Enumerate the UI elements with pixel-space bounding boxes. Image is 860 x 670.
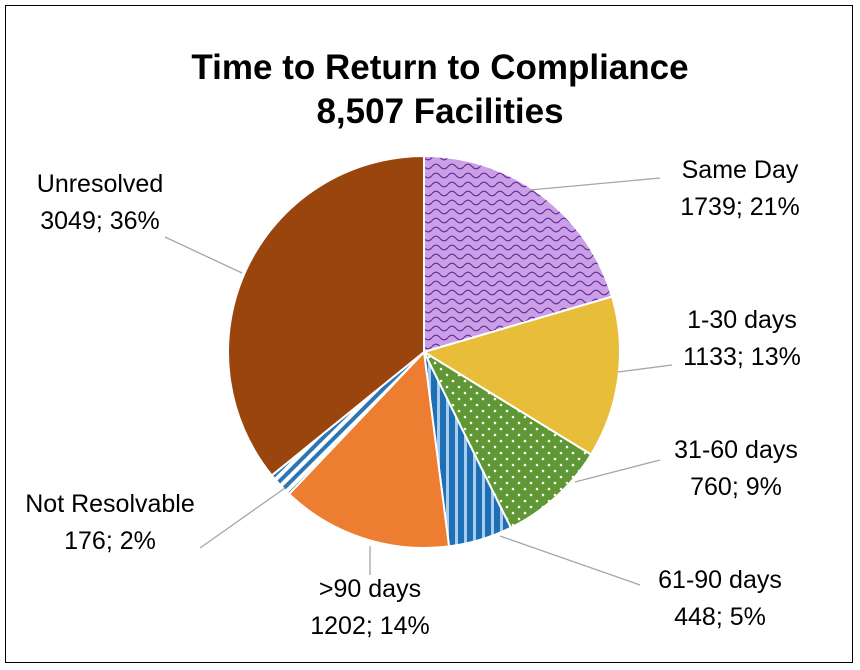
leader-line xyxy=(199,487,286,549)
category-name: 31-60 days xyxy=(674,436,798,464)
category-name: 1-30 days xyxy=(687,306,797,334)
category-name: Same Day xyxy=(681,156,799,184)
category-name: >90 days xyxy=(318,575,422,603)
pie-slice xyxy=(227,154,425,477)
leader-line xyxy=(574,459,661,483)
data-label: 1-30 days 1133; 13% xyxy=(683,302,801,376)
data-label: Unresolved 3049; 36% xyxy=(37,166,163,240)
pie-slice xyxy=(287,349,451,549)
data-label: Same Day 1739; 21% xyxy=(680,152,800,226)
data-label: 31-60 days 760; 9% xyxy=(674,432,798,506)
leader-line xyxy=(499,535,641,586)
value-label: 1133; 13% xyxy=(683,343,801,371)
value-label: 176; 2% xyxy=(64,527,156,555)
value-label: 760; 9% xyxy=(690,473,782,501)
category-name: Not Resolvable xyxy=(25,490,195,518)
chart-subtitle: 8,507 Facilities xyxy=(316,92,564,131)
value-label: 448; 5% xyxy=(674,603,766,631)
value-label: 1739; 21% xyxy=(680,193,800,221)
data-label: 61-90 days 448; 5% xyxy=(658,562,782,636)
category-name: Unresolved xyxy=(36,170,164,198)
leader-line xyxy=(164,236,243,274)
chart-frame xyxy=(5,5,853,663)
chart-title: Time to Return to Compliance xyxy=(191,48,689,87)
value-label: 1202; 14% xyxy=(310,612,430,640)
data-label: Not Resolvable 176; 2% xyxy=(25,486,195,560)
pie-slice xyxy=(421,349,593,530)
pie-slice xyxy=(421,295,621,456)
category-name: 61-90 days xyxy=(658,566,782,594)
value-label: 3049; 36% xyxy=(40,207,160,235)
leader-line xyxy=(617,364,673,373)
pie-slice xyxy=(423,154,614,354)
leader-line xyxy=(529,177,661,191)
data-label: >90 days 1202; 14% xyxy=(310,571,430,645)
